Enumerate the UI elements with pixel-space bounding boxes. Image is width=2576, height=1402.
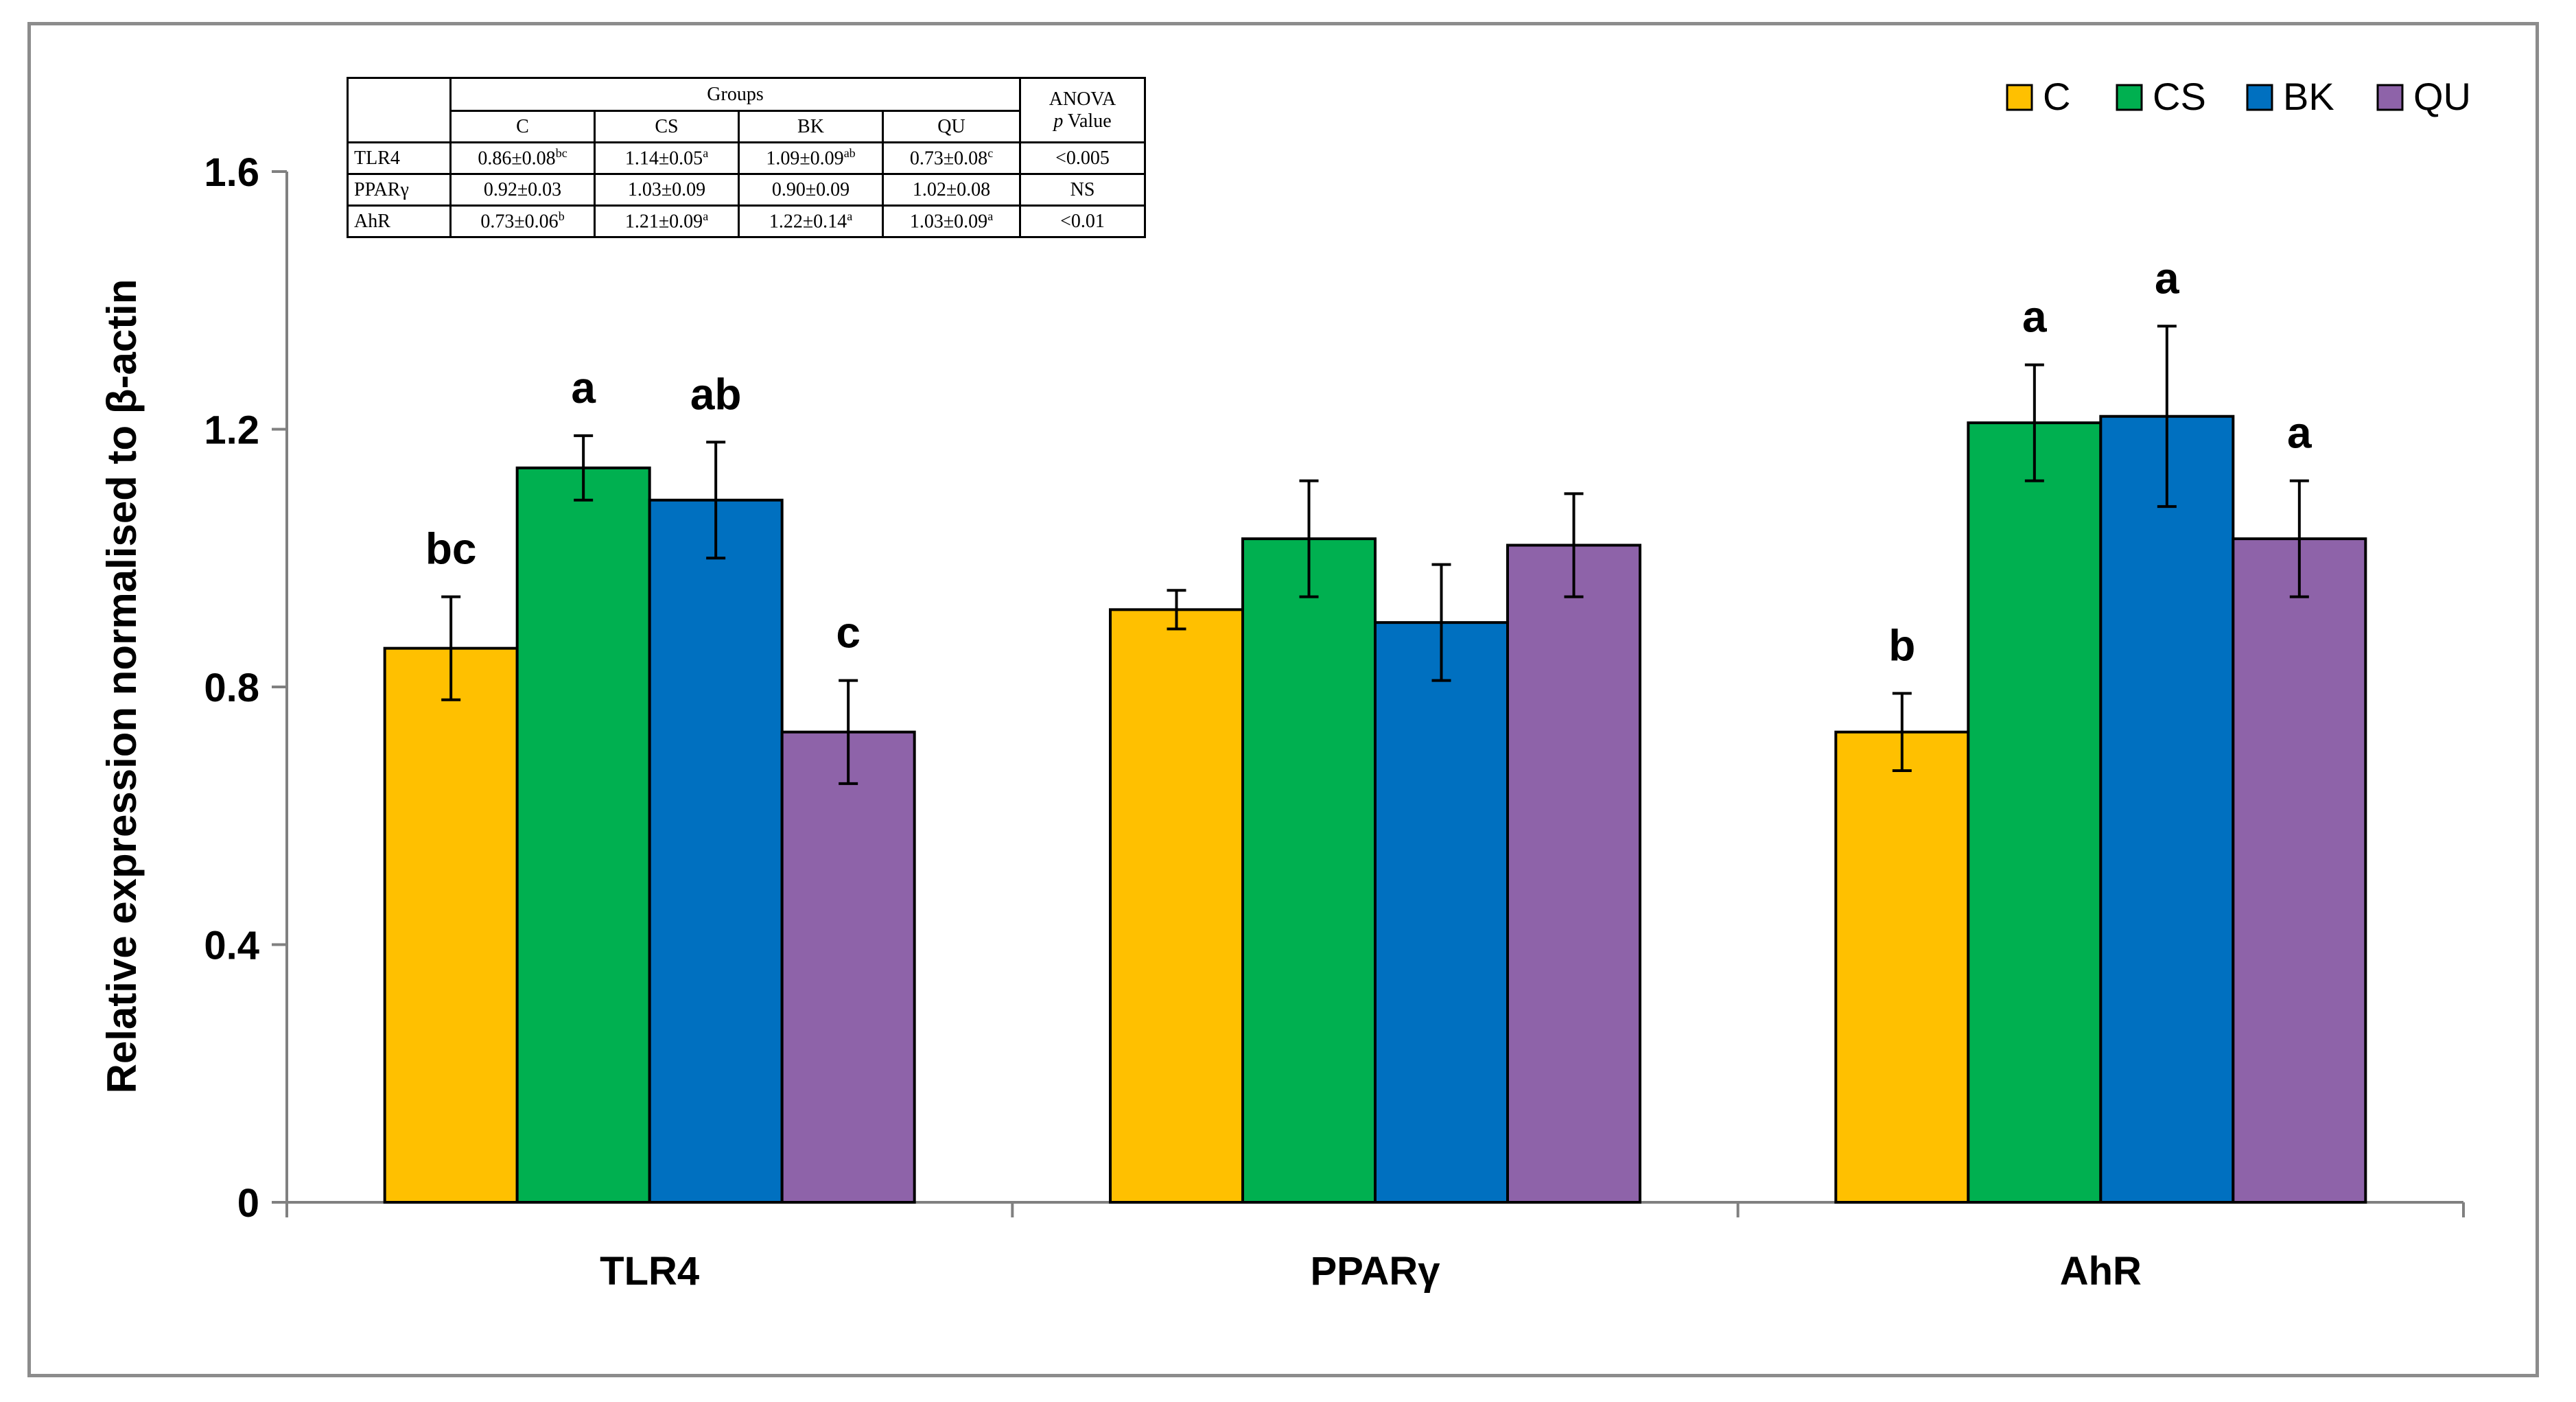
y-axis: 0 0.4 0.8 1.2 1.6 bbox=[204, 150, 288, 1226]
table-cell-superscript: c bbox=[987, 146, 994, 161]
bar bbox=[2232, 537, 2367, 1204]
table-row: PPARγ 0.92±0.03 1.03±0.09 0.90±0.09 1.02±0.0… bbox=[347, 173, 1147, 207]
bar bbox=[1506, 544, 1641, 1204]
table-body: TLR4 0.86±0.08bc 1.14±0.05a 1.09±0.09ab 0.73… bbox=[347, 141, 1147, 238]
table-column-header: C bbox=[449, 110, 596, 143]
significance-letter: a bbox=[2022, 292, 2047, 342]
error-bars bbox=[441, 325, 2309, 785]
stats-table: Groups ANOVA p Value C CS BK QU TLR4 0.86±0.… bbox=[347, 77, 1147, 238]
table-p-value: <0.01 bbox=[1019, 205, 1147, 238]
table-row-label: TLR4 bbox=[347, 141, 452, 175]
bar bbox=[1834, 730, 1970, 1204]
table-row-label: AhR bbox=[347, 205, 452, 238]
table-cell: 0.86±0.08bc bbox=[449, 141, 596, 175]
legend-swatch bbox=[2116, 84, 2143, 111]
y-tick-label: 0 bbox=[237, 1181, 259, 1226]
significance-letter: a bbox=[571, 363, 596, 412]
bar bbox=[515, 466, 651, 1204]
significance-letter: ab bbox=[690, 369, 742, 419]
table-cell: 1.14±0.05a bbox=[594, 141, 740, 175]
bar bbox=[383, 646, 519, 1204]
table-cell: 1.03±0.09a bbox=[881, 205, 1022, 238]
bar bbox=[1241, 537, 1377, 1204]
bar bbox=[1109, 608, 1244, 1204]
y-tick-label: 1.6 bbox=[204, 150, 259, 195]
chart-frame bbox=[27, 22, 2539, 1377]
table-cell-superscript: a bbox=[847, 209, 853, 224]
bar bbox=[780, 730, 916, 1204]
table-cell: 1.21±0.09a bbox=[594, 205, 740, 238]
table-column-header: BK bbox=[738, 110, 884, 143]
significance-letter: b bbox=[1888, 620, 1915, 670]
table-cell: 0.73±0.06b bbox=[449, 205, 596, 238]
table-cell-superscript: b bbox=[558, 209, 565, 224]
legend-label: C bbox=[2043, 75, 2070, 118]
table-cell: 1.02±0.08 bbox=[881, 173, 1022, 207]
table-column-header: CS bbox=[594, 110, 740, 143]
legend-label: QU bbox=[2413, 75, 2471, 118]
table-column-header: QU bbox=[881, 110, 1022, 143]
table-cell: 0.73±0.08c bbox=[881, 141, 1022, 175]
anova-label: ANOVA bbox=[1049, 88, 1116, 110]
table-p-value: <0.005 bbox=[1019, 141, 1147, 175]
significance-letter: a bbox=[2287, 408, 2312, 458]
table-row-label: PPARγ bbox=[347, 173, 452, 207]
x-tick-label: TLR4 bbox=[600, 1249, 699, 1294]
table-row: TLR4 0.86±0.08bc 1.14±0.05a 1.09±0.09ab 0.73… bbox=[347, 141, 1147, 175]
legend-label: BK bbox=[2283, 75, 2334, 118]
legend-label: CS bbox=[2153, 75, 2206, 118]
table-cell-superscript: a bbox=[703, 209, 709, 224]
significance-letter: a bbox=[2155, 253, 2179, 303]
legend-swatch bbox=[2006, 84, 2033, 111]
table-corner bbox=[347, 77, 452, 143]
bar bbox=[1374, 621, 1509, 1204]
y-tick-label: 1.2 bbox=[204, 408, 259, 453]
table-cell-superscript: ab bbox=[843, 146, 856, 161]
x-axis: TLR4 PPARγ AhR bbox=[285, 1201, 2465, 1294]
x-tick-label: PPARγ bbox=[1310, 1249, 1440, 1294]
table-cell: 1.03±0.09 bbox=[594, 173, 740, 207]
y-tick-label: 0.4 bbox=[204, 924, 259, 968]
bar bbox=[648, 498, 784, 1204]
significance-letters: bc a ab c b a a a bbox=[425, 253, 2312, 670]
table-cell: 1.09±0.09ab bbox=[738, 141, 884, 175]
groups-header: Groups bbox=[449, 77, 1022, 112]
table-cell-superscript: bc bbox=[555, 146, 567, 161]
anova-header: ANOVA p Value bbox=[1019, 77, 1147, 143]
y-tick-label: 0.8 bbox=[204, 666, 259, 710]
bars bbox=[383, 414, 2367, 1204]
legend-swatch bbox=[2376, 84, 2404, 111]
significance-letter: c bbox=[836, 608, 860, 657]
p-label: p bbox=[1053, 110, 1064, 132]
bar bbox=[1967, 421, 2103, 1204]
legend-swatch bbox=[2246, 84, 2273, 111]
table-cell: 0.90±0.09 bbox=[738, 173, 884, 207]
significance-letter: bc bbox=[425, 524, 477, 574]
x-tick-label: AhR bbox=[2060, 1249, 2142, 1294]
table-cell-superscript: a bbox=[703, 146, 709, 161]
table-column-header-row: C CS BK QU bbox=[348, 110, 1145, 143]
value-label: Value bbox=[1067, 110, 1112, 132]
table-cell-superscript: a bbox=[987, 209, 994, 224]
table-row: AhR 0.73±0.06b 1.21±0.09a 1.22±0.14a 1.03±0.… bbox=[347, 205, 1147, 238]
bar bbox=[2099, 414, 2235, 1204]
legend: C CS BK QU bbox=[2006, 75, 2471, 118]
table-p-value: NS bbox=[1019, 173, 1147, 207]
table-cell: 1.22±0.14a bbox=[738, 205, 884, 238]
table-cell: 0.92±0.03 bbox=[449, 173, 596, 207]
y-axis-label: Relative expression normalised to β-acti… bbox=[99, 279, 145, 1094]
